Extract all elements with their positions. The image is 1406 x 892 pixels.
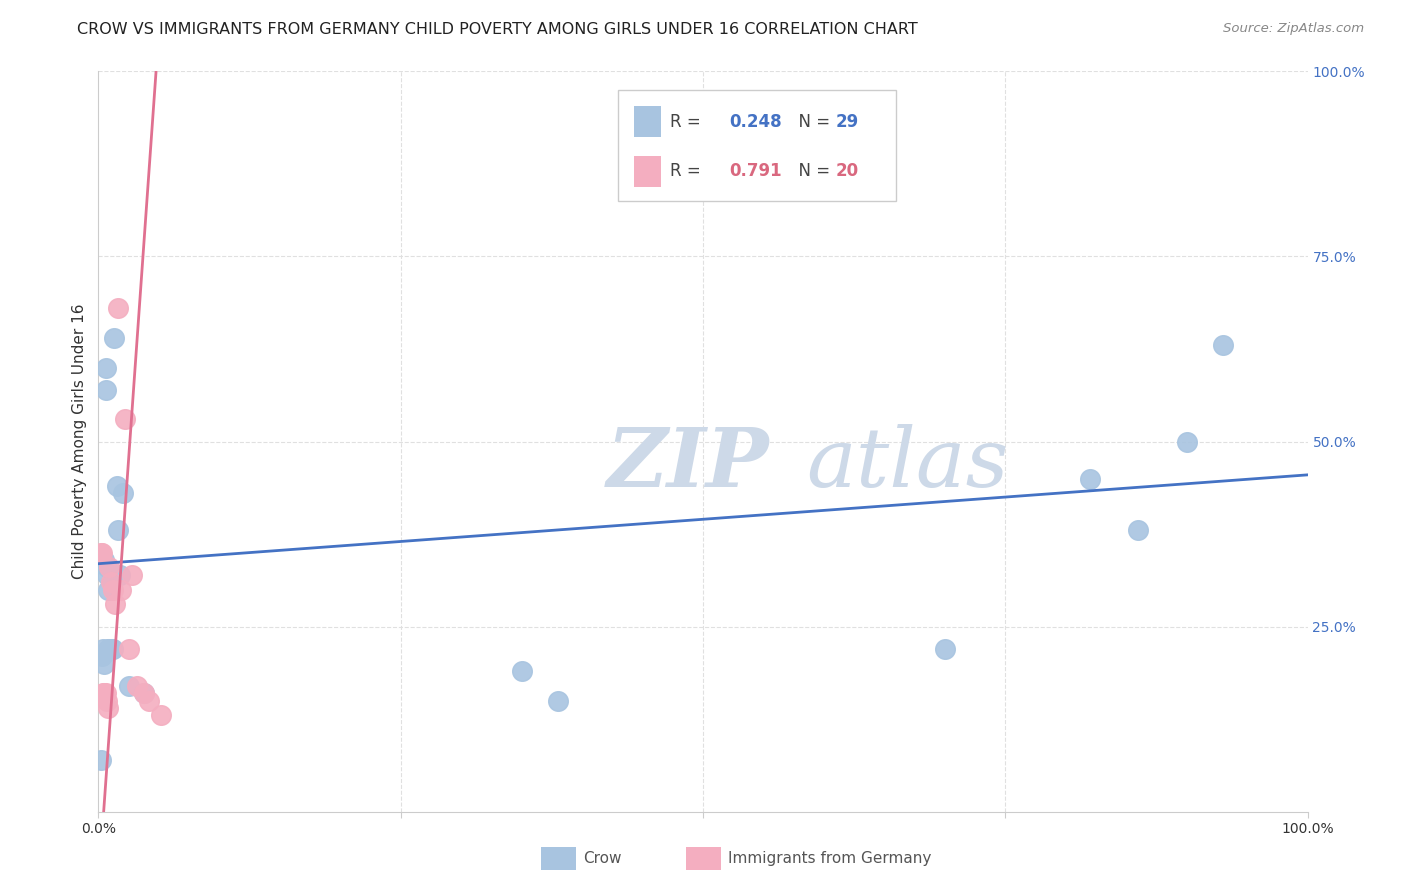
Text: ZIP: ZIP (606, 424, 769, 504)
Point (107, 524, 129, 538)
Text: N =: N = (787, 112, 835, 131)
Point (103, 331, 125, 345)
Point (97, 641, 120, 656)
Point (934, 641, 956, 656)
Point (100, 641, 122, 656)
Point (98, 641, 121, 656)
Point (114, 412, 136, 426)
Point (108, 567, 131, 582)
Point (118, 679, 141, 693)
Point (97, 582, 120, 597)
Text: CROW VS IMMIGRANTS FROM GERMANY CHILD POVERTY AMONG GIRLS UNDER 16 CORRELATION C: CROW VS IMMIGRANTS FROM GERMANY CHILD PO… (77, 22, 918, 37)
Point (91, 649, 114, 664)
Point (90, 546, 112, 560)
Point (93, 553, 115, 567)
FancyBboxPatch shape (619, 90, 897, 201)
Point (104, 598, 127, 612)
Text: 0.248: 0.248 (730, 112, 782, 131)
Text: Crow: Crow (583, 852, 621, 866)
Text: R =: R = (671, 162, 706, 180)
Point (91, 546, 114, 560)
Point (107, 301, 129, 316)
Point (111, 486, 134, 500)
Point (1078, 471, 1101, 485)
Point (93, 686, 115, 700)
Point (150, 708, 173, 723)
Point (90, 753, 112, 767)
Point (96, 694, 118, 708)
Point (94, 686, 117, 700)
Point (138, 694, 160, 708)
Point (98, 560, 121, 574)
Point (134, 686, 156, 700)
Point (91, 686, 114, 700)
Point (1175, 434, 1198, 449)
Point (97, 701, 120, 715)
Point (118, 641, 141, 656)
Point (96, 567, 118, 582)
Point (100, 575, 122, 590)
Point (94, 383, 117, 397)
Point (547, 694, 569, 708)
Point (94, 360, 117, 375)
Text: Source: ZipAtlas.com: Source: ZipAtlas.com (1223, 22, 1364, 36)
Point (105, 479, 128, 493)
Bar (634, 106, 661, 137)
Text: R =: R = (671, 112, 706, 131)
Text: 29: 29 (837, 112, 859, 131)
Text: N =: N = (787, 162, 835, 180)
Point (110, 582, 132, 597)
Y-axis label: Child Poverty Among Girls Under 16: Child Poverty Among Girls Under 16 (72, 304, 87, 579)
Point (93, 657, 115, 671)
Point (91, 641, 114, 656)
Point (101, 641, 124, 656)
Bar (634, 156, 661, 186)
Point (134, 686, 156, 700)
Text: atlas: atlas (806, 424, 1008, 504)
Text: Immigrants from Germany: Immigrants from Germany (728, 852, 932, 866)
Point (1212, 338, 1234, 352)
Point (127, 679, 149, 693)
Point (510, 664, 533, 678)
Point (121, 567, 143, 582)
Point (96, 560, 118, 574)
Text: 20: 20 (837, 162, 859, 180)
Point (101, 582, 124, 597)
Point (1128, 524, 1150, 538)
Text: 0.791: 0.791 (730, 162, 782, 180)
Point (100, 641, 122, 656)
